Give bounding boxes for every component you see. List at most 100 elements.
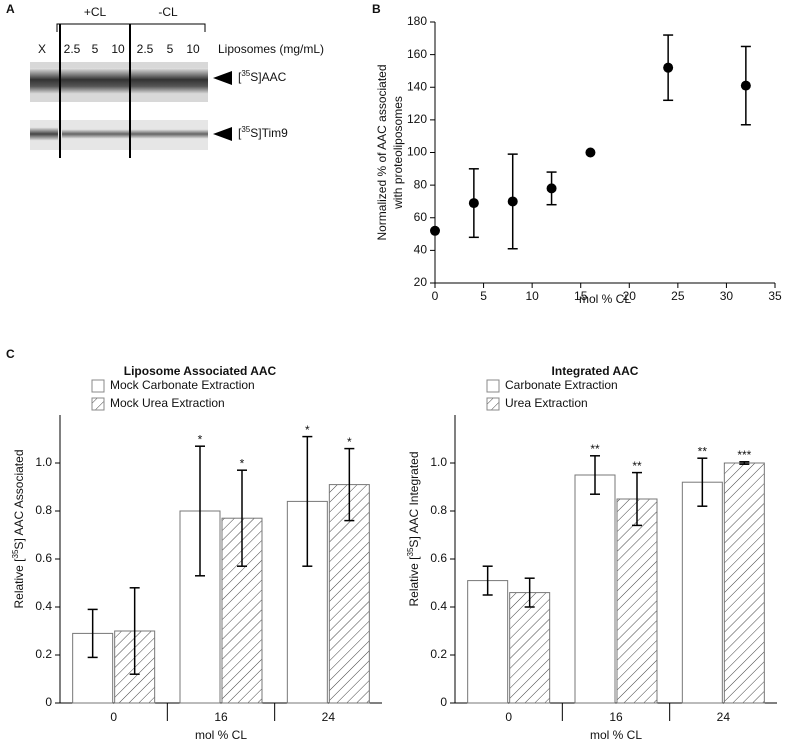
y-axis-label-part: 35 xyxy=(406,547,415,556)
y-tick-label: 100 xyxy=(407,145,427,159)
legend-swatch xyxy=(91,379,105,393)
panel-label: C xyxy=(6,347,15,361)
y-tick-label: 140 xyxy=(407,79,427,93)
lane-label: 2.5 xyxy=(64,42,81,56)
significance-label: *** xyxy=(737,448,751,462)
significance-label: ** xyxy=(632,459,642,473)
y-axis-label: Relative [35S] AAC Integrated xyxy=(406,452,421,607)
point xyxy=(468,198,479,209)
bar xyxy=(509,592,551,704)
x-tick-label: 5 xyxy=(480,289,487,303)
x-axis-label: mol % CL xyxy=(579,292,631,306)
blot-band xyxy=(30,68,208,94)
lane-title: Liposomes (mg/mL) xyxy=(218,42,324,56)
blot xyxy=(30,23,232,158)
group-label: +CL xyxy=(84,5,107,19)
chart-title: Integrated AAC xyxy=(552,364,639,378)
error-bar xyxy=(590,455,600,495)
band-label-part: [ xyxy=(238,70,242,84)
x-tick-label: 30 xyxy=(720,289,734,303)
y-tick-label: 0.8 xyxy=(430,503,447,517)
significance-label: ** xyxy=(698,444,708,458)
y-tick-label: 20 xyxy=(414,275,428,289)
chart-title: Liposome Associated AAC xyxy=(124,364,277,378)
bar xyxy=(616,498,658,704)
lane-label: 2.5 xyxy=(137,42,154,56)
y-tick-label: 160 xyxy=(407,47,427,61)
y-tick-label: 80 xyxy=(414,177,428,191)
band-label-part: 35 xyxy=(241,125,250,134)
x-tick-label: 15 xyxy=(574,289,588,303)
band-label: [35S]Tim9 xyxy=(238,125,288,140)
x-tick-label: 24 xyxy=(322,710,336,724)
point xyxy=(430,225,440,236)
y-tick-label: 1.0 xyxy=(430,455,447,469)
bar xyxy=(467,580,509,704)
x-tick-label: 10 xyxy=(525,289,539,303)
y-tick-label: 0.4 xyxy=(430,599,447,613)
blot-band xyxy=(30,127,58,141)
error-bar xyxy=(697,457,708,507)
y-tick-label: 0.6 xyxy=(430,551,447,565)
band-label: [35S]AAC xyxy=(238,69,287,84)
blot-band xyxy=(62,129,208,139)
bar xyxy=(681,481,723,704)
y-axis-label-part: Relative [ xyxy=(407,556,421,607)
bar xyxy=(723,462,765,704)
point xyxy=(663,62,674,73)
lane-label: 10 xyxy=(186,42,200,56)
significance-label: * xyxy=(305,423,310,437)
legend-label: Urea Extraction xyxy=(505,396,588,410)
significance-label: * xyxy=(198,432,203,446)
y-tick-label: 0.8 xyxy=(35,503,52,517)
y-tick-label: 0 xyxy=(45,695,52,709)
y-axis-label: Normalized % of AAC associated xyxy=(375,64,389,240)
error-bar xyxy=(524,577,535,608)
y-tick-label: 0 xyxy=(440,695,447,709)
point xyxy=(546,183,557,194)
arrow xyxy=(213,127,232,141)
x-tick-label: 20 xyxy=(623,289,637,303)
y-tick-label: 0.6 xyxy=(35,551,52,565)
x-tick-label: 25 xyxy=(671,289,685,303)
x-tick-label: 0 xyxy=(432,289,439,303)
x-tick-label: 0 xyxy=(110,710,117,724)
y-tick-label: 180 xyxy=(407,14,427,28)
legend-label: Mock Urea Extraction xyxy=(110,396,225,410)
x-tick-label: 35 xyxy=(768,289,782,303)
error-bar xyxy=(632,471,642,527)
y-tick-label: 0.2 xyxy=(430,647,447,661)
y-axis-label-part: S] AAC Associated xyxy=(12,450,26,550)
point xyxy=(507,196,518,207)
error-bar xyxy=(344,447,355,522)
error-bar xyxy=(739,461,750,465)
x-tick-label: 0 xyxy=(505,710,512,724)
y-tick-label: 60 xyxy=(414,210,428,224)
lane-label: 5 xyxy=(92,42,99,56)
legend-label: Carbonate Extraction xyxy=(505,378,618,392)
error-bar xyxy=(129,587,140,675)
group-label: -CL xyxy=(158,5,178,19)
y-axis-label: Relative [35S] AAC Associated xyxy=(11,450,26,609)
point xyxy=(740,80,751,91)
legend-swatch xyxy=(486,379,500,393)
bracket xyxy=(56,23,206,32)
y-axis-label-part: 35 xyxy=(11,549,20,558)
y-tick-label: 0.4 xyxy=(35,599,52,613)
y-tick-label: 40 xyxy=(414,243,428,257)
y-tick-label: 1.0 xyxy=(35,455,52,469)
x-tick-label: 16 xyxy=(214,710,228,724)
band-label-part: S]Tim9 xyxy=(250,126,288,140)
band-label-part: S]AAC xyxy=(250,70,286,84)
legend-label: Mock Carbonate Extraction xyxy=(110,378,255,392)
significance-label: ** xyxy=(590,442,600,456)
x-tick-label: 16 xyxy=(609,710,623,724)
legend-swatch xyxy=(91,397,105,411)
lane-label: X xyxy=(38,42,46,56)
x-axis-label: mol % CL xyxy=(195,728,247,742)
band-label-part: 35 xyxy=(241,69,250,78)
error-bar xyxy=(482,565,493,596)
y-tick-label: 0.2 xyxy=(35,647,52,661)
y-axis-label: with proteoliposomes xyxy=(391,96,405,210)
